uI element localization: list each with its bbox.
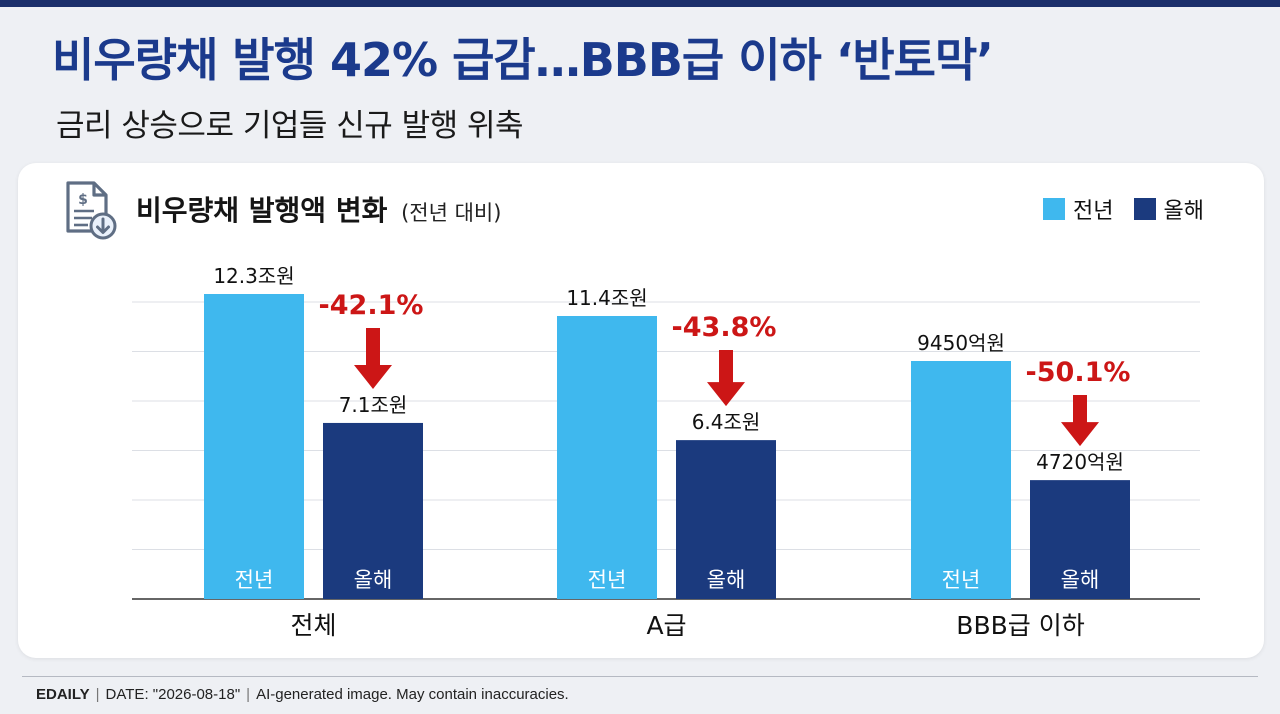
data-label-curr: 7.1조원	[339, 393, 408, 417]
footer-date: DATE: "2026-08-18"	[105, 686, 241, 703]
data-label-curr: 4720억원	[1036, 450, 1124, 474]
data-label-prev: 9450억원	[917, 331, 1005, 355]
bar-curr	[676, 440, 776, 599]
footer-separator: |	[246, 686, 251, 703]
headline: 비우량채 발행 42% 급감…BBB급 이하 ‘반토막’	[52, 33, 994, 87]
svg-text:$: $	[78, 192, 88, 208]
in-bar-label-prev: 전년	[235, 568, 274, 592]
bar-prev	[204, 294, 304, 599]
category-label: A급	[646, 611, 686, 640]
change-label: -50.1%	[1026, 357, 1131, 388]
down-arrow-icon	[354, 328, 392, 389]
legend-swatch-curr	[1133, 198, 1156, 220]
data-label-prev: 11.4조원	[566, 286, 647, 310]
footer-divider	[22, 676, 1258, 677]
data-label-prev: 12.3조원	[213, 264, 294, 288]
legend: 전년 올해	[1043, 193, 1204, 225]
change-label: -43.8%	[672, 312, 777, 343]
down-arrow-icon	[707, 350, 745, 407]
document-dollar-icon: $	[66, 181, 117, 240]
legend-label-curr: 올해	[1163, 199, 1204, 224]
bar-prev	[557, 316, 657, 599]
in-bar-label-prev: 전년	[942, 568, 981, 592]
bar-curr	[1030, 480, 1130, 599]
data-label-curr: 6.4조원	[692, 410, 761, 434]
chart-title-text: 비우량채 발행액 변화	[136, 194, 388, 227]
bar-prev	[911, 361, 1011, 599]
subheadline: 금리 상승으로 기업들 신규 발행 위축	[56, 108, 524, 144]
bar-curr	[323, 422, 423, 599]
top-accent-bar	[0, 0, 1280, 7]
footer-disclaimer: AI-generated image. May contain inaccura…	[256, 686, 569, 703]
in-bar-label-curr: 올해	[354, 568, 393, 592]
legend-item-curr: 올해	[1133, 193, 1204, 225]
footer: EDAILY | DATE: "2026-08-18" | AI-generated i…	[36, 686, 569, 703]
change-label: -42.1%	[319, 290, 424, 321]
legend-item-prev: 전년	[1043, 193, 1114, 225]
footer-separator: |	[95, 686, 100, 703]
in-bar-label-curr: 올해	[1061, 568, 1100, 592]
in-bar-label-prev: 전년	[588, 568, 627, 592]
footer-source: EDAILY	[36, 686, 90, 703]
chart-card: $ 비우량채 발행액 변화 (전년 대비) 전년 올해 12.3조원 7.1조원 전…	[18, 163, 1264, 658]
legend-swatch-prev	[1043, 198, 1066, 220]
chart-subtitle: (전년 대비)	[401, 201, 502, 225]
in-bar-label-curr: 올해	[707, 568, 746, 592]
category-label: BBB급 이하	[956, 611, 1084, 640]
down-arrow-icon	[1061, 395, 1099, 447]
chart-title: 비우량채 발행액 변화 (전년 대비)	[136, 189, 501, 229]
legend-label-prev: 전년	[1073, 199, 1114, 224]
category-label: 전체	[290, 611, 336, 640]
